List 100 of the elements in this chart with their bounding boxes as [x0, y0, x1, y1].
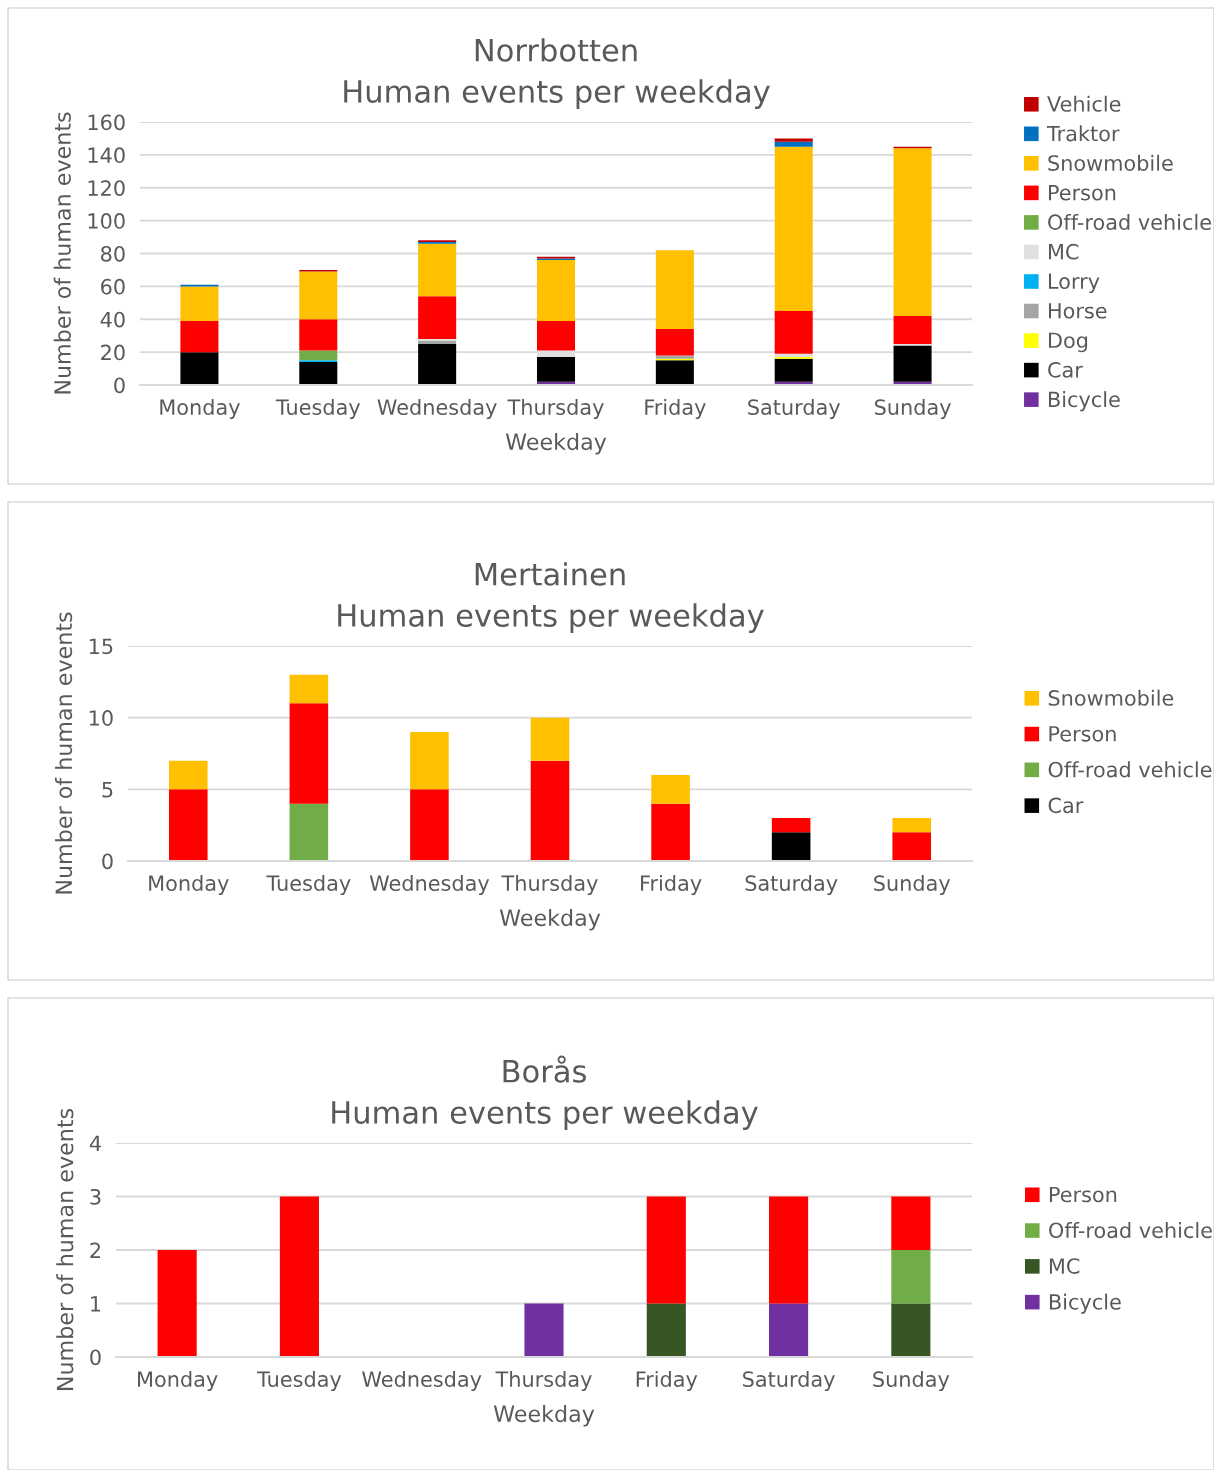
bar [299, 361, 338, 385]
bar [769, 1196, 809, 1304]
y-tick-label: 1 [91, 1296, 101, 1312]
bar [410, 789, 449, 861]
y-tick-label: 0 [90, 1349, 101, 1366]
bar [168, 760, 208, 790]
bar [769, 1303, 809, 1357]
x-axis-title: Weekday [493, 1404, 595, 1427]
bar [168, 789, 208, 861]
bar [410, 732, 449, 790]
x-tick-label: Tuesday [266, 874, 351, 896]
legend-label: Off-road vehicle [1049, 1222, 1212, 1239]
bar [774, 138, 813, 142]
legend-label: Person [1049, 1186, 1117, 1203]
bar [418, 343, 457, 385]
y-tick-label: 0 [114, 377, 125, 394]
x-tick-label: Thursday [495, 1370, 592, 1392]
legend-label: Dog [1048, 332, 1088, 353]
y-axis-title: Number of human events [54, 612, 73, 894]
legend-label: Person [1049, 726, 1116, 742]
bar [774, 353, 813, 358]
legend-label: MC [1048, 243, 1079, 260]
bar [651, 775, 690, 804]
x-tick-label: Thursday [507, 398, 604, 420]
bar [299, 350, 338, 361]
legend-label: Person [1048, 184, 1116, 201]
legend-label: Off-road vehicle [1048, 761, 1212, 778]
bar [418, 243, 457, 297]
x-tick-label: Saturday [745, 874, 838, 896]
chart-title: Mertainen Human events per weekday [338, 562, 764, 633]
bar [299, 271, 338, 320]
bar [891, 1250, 931, 1304]
legend-label: Car [1048, 797, 1084, 814]
legend-label: Horse [1048, 303, 1107, 319]
y-tick-label: 140 [88, 147, 125, 164]
y-tick-label: 0 [102, 853, 113, 870]
y-tick-label: 80 [101, 245, 125, 262]
y-tick-label: 15 [89, 638, 113, 655]
bar [299, 319, 338, 351]
x-tick-label: Tuesday [275, 398, 361, 420]
bar [180, 320, 219, 353]
bar [536, 357, 576, 382]
x-tick-label: Wednesday [377, 398, 497, 420]
bar [279, 1196, 319, 1357]
y-tick-label: 10 [89, 710, 113, 726]
x-tick-label: Sunday [874, 398, 951, 420]
bar [536, 320, 576, 351]
x-tick-label: Sunday [874, 874, 951, 896]
y-tick-label: 3 [90, 1188, 101, 1205]
bar [180, 286, 219, 321]
legend-label: MC [1049, 1258, 1080, 1274]
legend-label: Car [1048, 361, 1083, 378]
x-tick-label: Saturday [748, 398, 841, 420]
chart-title: Borås Human events per weekday [332, 1055, 758, 1130]
bar [655, 360, 694, 385]
bar [536, 260, 576, 321]
bar [892, 818, 932, 833]
bar [891, 1303, 931, 1357]
bar [893, 315, 932, 344]
x-tick-label: Monday [138, 1370, 218, 1392]
legend-label: Off-road vehicle [1048, 213, 1211, 231]
bar [530, 760, 570, 861]
bar [771, 832, 811, 861]
bar [524, 1303, 564, 1357]
y-tick-label: 100 [88, 213, 125, 229]
bar [289, 703, 329, 804]
bar [289, 674, 329, 704]
x-tick-label: Wednesday [362, 1370, 482, 1392]
legend-label: Traktor [1046, 125, 1120, 142]
bar [651, 803, 690, 861]
x-tick-label: Monday [149, 874, 229, 896]
y-tick-label: 2 [90, 1242, 101, 1258]
bar [774, 146, 813, 312]
y-tick-label: 20 [101, 344, 125, 361]
bar [771, 818, 811, 833]
bar [774, 141, 813, 147]
bar [891, 1196, 931, 1250]
y-axis-title: Number of human events [56, 1108, 74, 1390]
x-tick-label: Friday [636, 1370, 698, 1392]
y-tick-label: 40 [100, 311, 125, 328]
bar [893, 148, 932, 316]
bar [655, 329, 694, 356]
y-tick-label: 4 [89, 1135, 101, 1151]
x-tick-label: Thursday [501, 874, 598, 896]
x-tick-label: Friday [641, 874, 702, 896]
y-tick-label: 160 [88, 114, 125, 131]
legend-label: Lorry [1048, 273, 1100, 294]
x-tick-label: Sunday [873, 1370, 950, 1392]
y-tick-label: 120 [88, 180, 125, 196]
bar [180, 352, 219, 385]
x-tick-label: Tuesday [256, 1370, 342, 1392]
x-axis-title: Weekday [499, 908, 601, 931]
bar [418, 296, 457, 339]
x-axis-title: Weekday [505, 432, 607, 455]
x-tick-label: Wednesday [369, 874, 490, 896]
legend-label: Snowmobile [1048, 689, 1174, 706]
bar [655, 250, 694, 330]
bar [892, 832, 932, 861]
y-tick-label: 5 [102, 782, 113, 798]
y-tick-label: 60 [101, 278, 125, 295]
